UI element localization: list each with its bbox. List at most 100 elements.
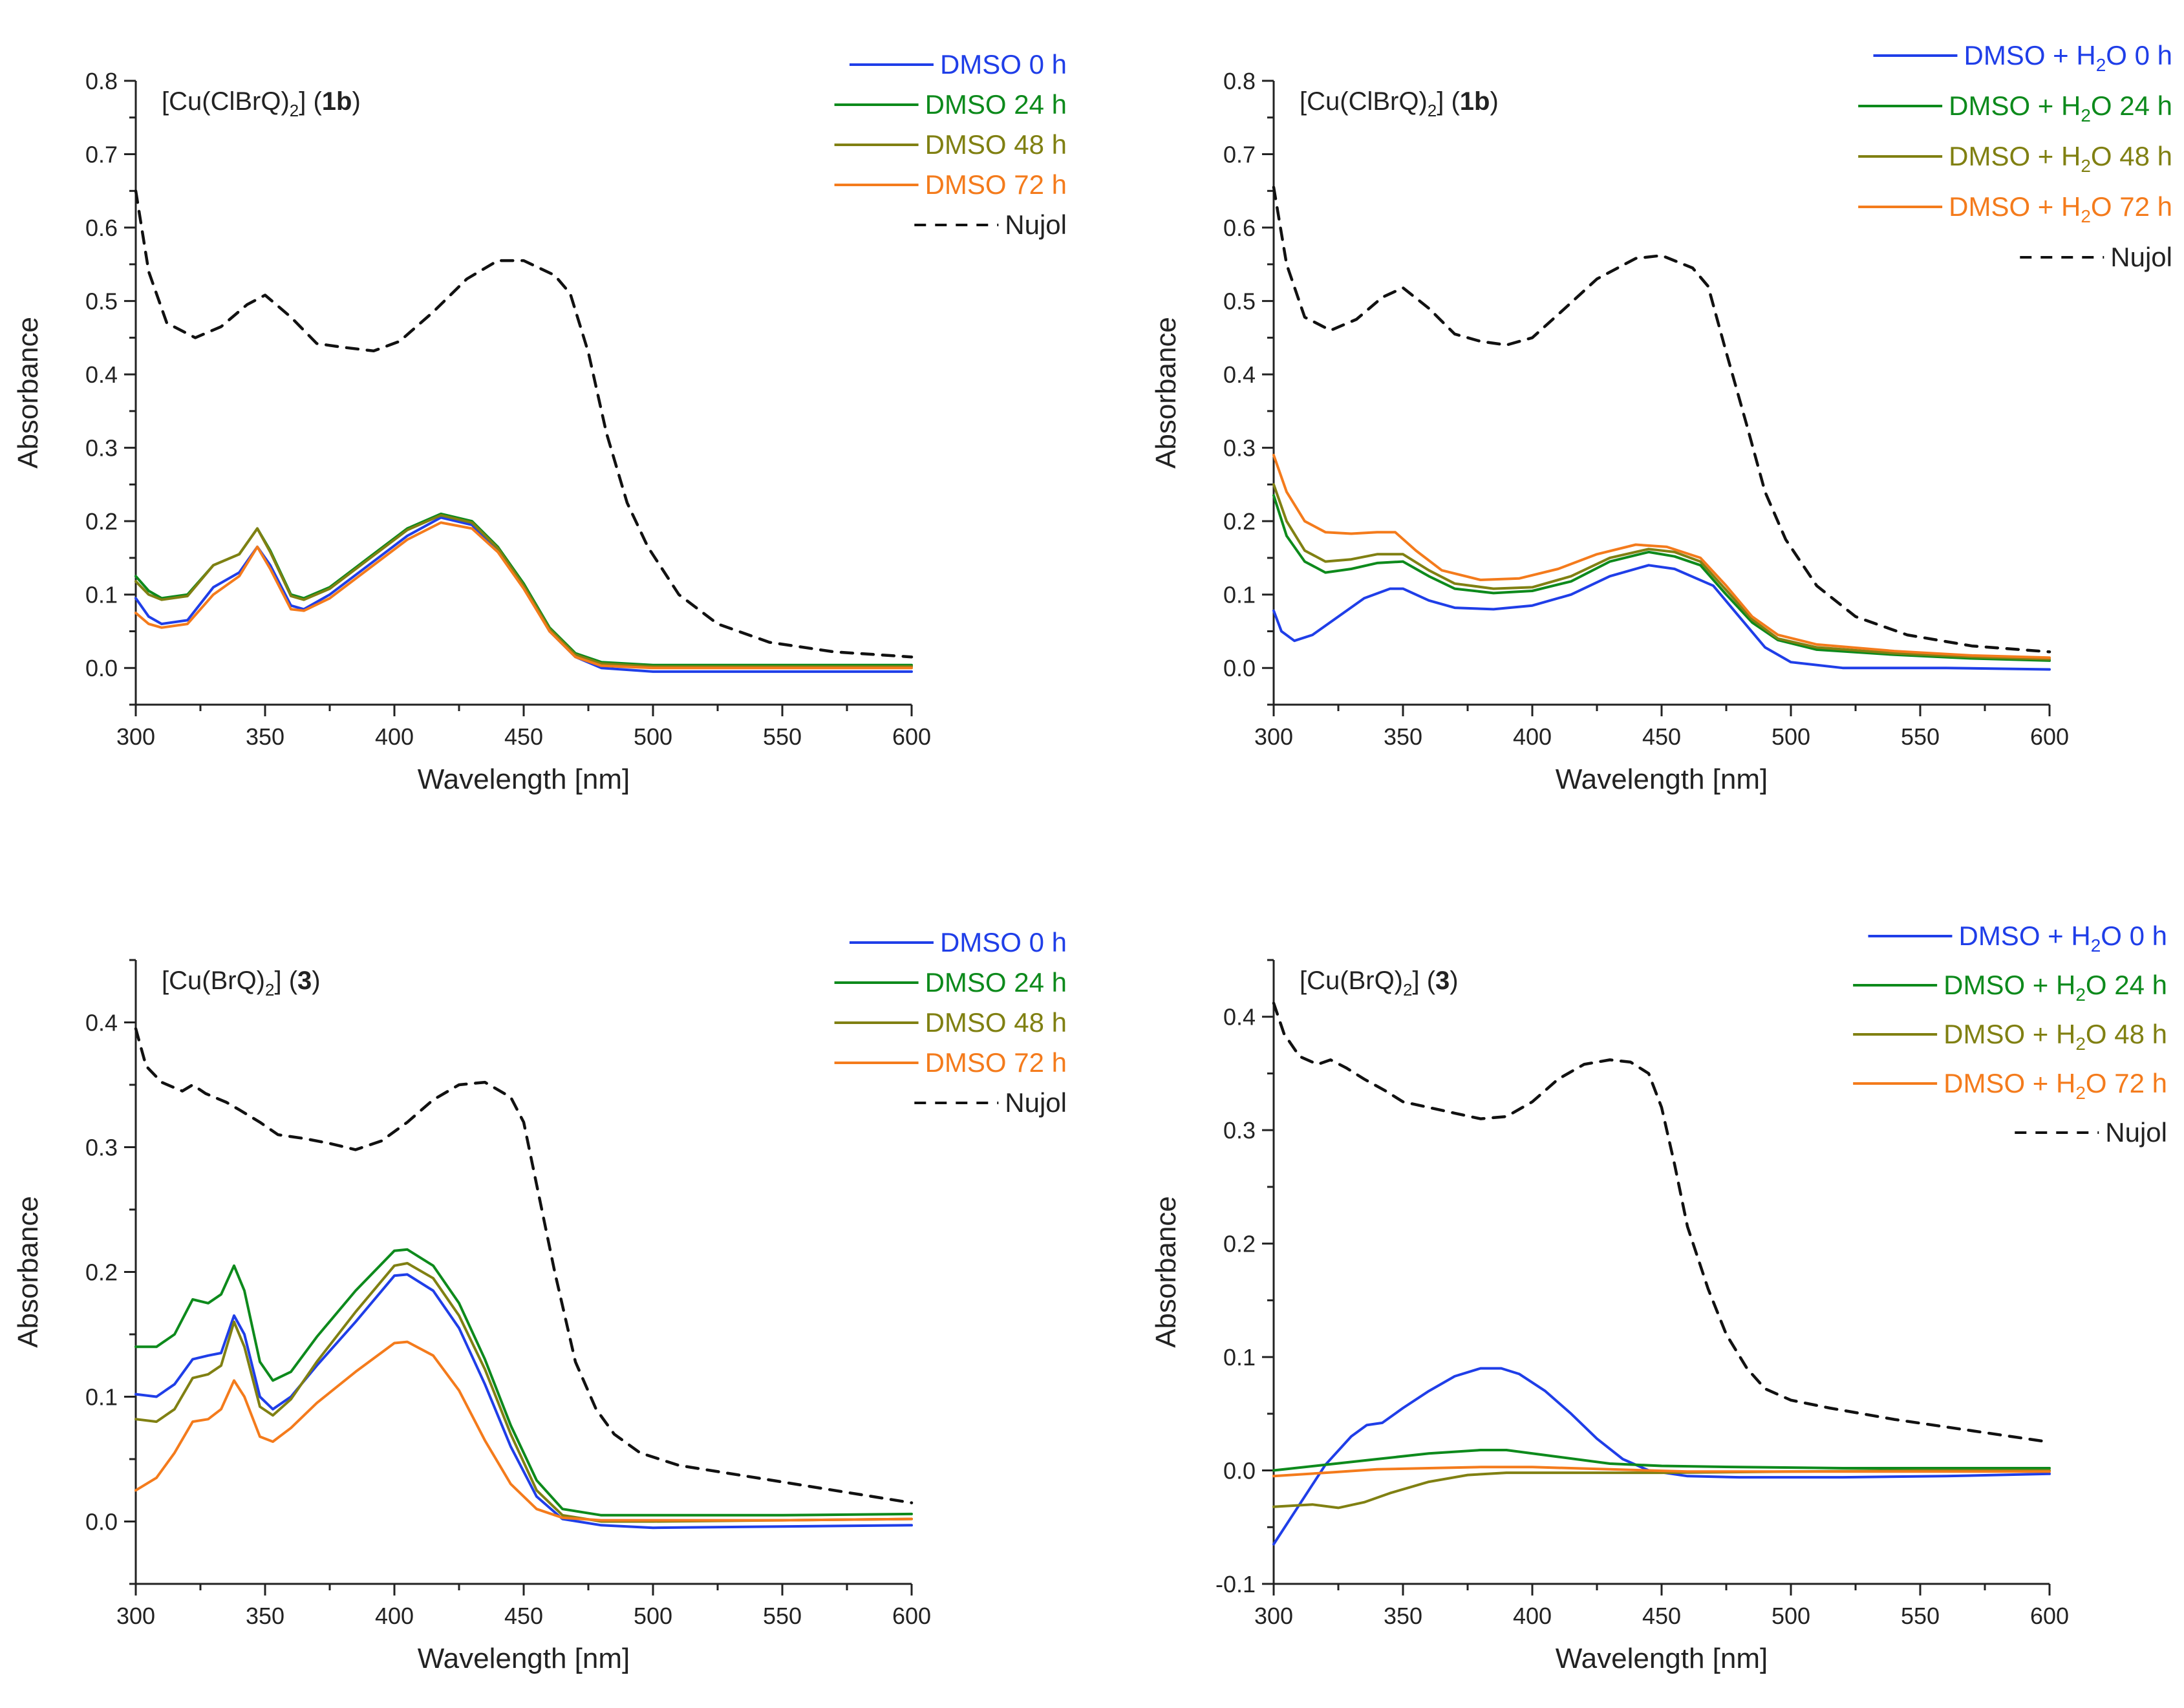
legend-label-part: 2 <box>2091 935 2101 955</box>
legend-label-part: DMSO + H <box>1964 40 2095 70</box>
y-axis-label: Absorbance <box>1150 317 1182 469</box>
legend-label: Nujol <box>2110 242 2172 272</box>
legend-label-part: DMSO 72 h <box>925 169 1067 200</box>
y-tick-label: 0.0 <box>1223 1458 1256 1484</box>
y-tick-label: 0.2 <box>85 508 118 535</box>
series-line-dmso-h2o-0-h <box>1272 564 2051 671</box>
y-tick-label: 0.1 <box>85 582 118 608</box>
legend-label: DMSO 0 h <box>940 927 1067 957</box>
title-part: 3 <box>297 966 312 995</box>
legend-label-part: DMSO + H <box>1943 970 2075 1000</box>
title-part: ) <box>1490 87 1498 116</box>
legend-label: Nujol <box>1005 1087 1067 1118</box>
y-tick-label: -0.1 <box>1215 1571 1256 1597</box>
legend-label-part: DMSO 48 h <box>925 129 1067 160</box>
legend-label-part: O 24 h <box>2086 970 2167 1000</box>
y-tick-label: 0.4 <box>1223 1004 1256 1030</box>
title-part: ] ( <box>274 966 297 995</box>
x-tick-label: 400 <box>1513 723 1552 750</box>
legend-label-part: DMSO + H <box>1949 91 2081 121</box>
x-tick-label: 550 <box>1901 723 1940 750</box>
legend-label-part: DMSO + H <box>1958 921 2090 951</box>
legend-label-part: DMSO 24 h <box>925 967 1067 998</box>
y-tick-label: 0.1 <box>85 1384 118 1411</box>
y-tick-label: 0.2 <box>1223 508 1256 535</box>
title-part: 2 <box>1403 980 1412 999</box>
panel-title: [Cu(ClBrQ)2] (1b) <box>162 87 361 120</box>
x-tick-label: 450 <box>1642 1603 1681 1629</box>
x-tick-label: 600 <box>892 1603 931 1629</box>
x-tick-label: 300 <box>1254 1603 1293 1629</box>
series-line-dmso-48-h <box>134 1262 913 1523</box>
legend-label-part: O 48 h <box>2086 1019 2167 1049</box>
y-axis-label: Absorbance <box>12 317 44 469</box>
series-line-dmso-h2o-72-h <box>1272 454 2051 659</box>
legend-label-part: O 48 h <box>2091 141 2172 171</box>
x-tick-label: 550 <box>1901 1603 1940 1629</box>
series-line-dmso-48-h <box>134 514 913 668</box>
title-part: ] ( <box>1437 87 1460 116</box>
x-tick-label: 400 <box>1513 1603 1552 1629</box>
series-line-dmso-h2o-72-h <box>1272 1466 2051 1478</box>
legend-label: DMSO 0 h <box>940 49 1067 80</box>
legend-label-part: O 72 h <box>2086 1068 2167 1098</box>
y-tick-label: 0.1 <box>1223 582 1256 608</box>
legend-label-part: DMSO + H <box>1943 1019 2075 1049</box>
legend-label: DMSO 48 h <box>925 129 1067 160</box>
x-tick-label: 450 <box>504 723 543 750</box>
y-tick-label: 0.8 <box>85 68 118 94</box>
series-line-dmso-0-h <box>134 516 913 673</box>
chart-panel-2: 300 350 400 450 500 550 600 0.0 0.1 0.2 0.3 0.4 0.5 0… <box>1150 40 2172 795</box>
y-tick-label: 0.3 <box>1223 1117 1256 1144</box>
legend-label: Nujol <box>1005 209 1067 240</box>
x-tick-label: 300 <box>116 1603 155 1629</box>
y-axis-label: Absorbance <box>12 1196 44 1348</box>
legend-label-part: DMSO 48 h <box>925 1007 1067 1038</box>
legend-label-part: DMSO + H <box>1949 191 2081 222</box>
x-tick-label: 350 <box>1384 1603 1422 1629</box>
x-axis-label: Wavelength [nm] <box>1556 763 1768 795</box>
series-line-dmso-72-h <box>134 521 913 670</box>
x-tick-label: 350 <box>246 723 284 750</box>
legend-label-part: 2 <box>2081 105 2091 125</box>
x-axis-label: Wavelength [nm] <box>418 1643 630 1674</box>
x-tick-label: 600 <box>2030 723 2069 750</box>
legend-label: DMSO + H2O 48 h <box>1949 141 2172 176</box>
legend-label-part: Nujol <box>1005 1087 1067 1118</box>
x-tick-label: 350 <box>246 1603 284 1629</box>
x-tick-label: 500 <box>1772 1603 1810 1629</box>
legend-label: DMSO + H2O 72 h <box>1949 191 2172 226</box>
legend-label: DMSO 24 h <box>925 967 1067 998</box>
chart-panel-4: 300 350 400 450 500 550 600 -0.1 0.0 0.1 0.2 0.3 0.4… <box>1150 921 2167 1674</box>
y-tick-label: 0.3 <box>85 435 118 462</box>
legend-label-part: 2 <box>2081 156 2091 176</box>
series-line-dmso-h2o-24-h <box>1272 1449 2051 1472</box>
title-part: ) <box>1450 966 1458 995</box>
y-tick-label: 0.7 <box>1223 142 1256 168</box>
y-tick-label: 0.1 <box>1223 1344 1256 1371</box>
x-tick-label: 500 <box>634 723 672 750</box>
title-part: ) <box>312 966 320 995</box>
legend-label-part: DMSO 0 h <box>940 927 1067 957</box>
y-tick-label: 0.6 <box>1223 215 1256 241</box>
panel-title: [Cu(BrQ)2] (3) <box>1300 966 1459 999</box>
legend-label-part: DMSO 0 h <box>940 49 1067 80</box>
x-tick-label: 400 <box>375 723 414 750</box>
legend-label-part: Nujol <box>2105 1117 2167 1148</box>
legend: DMSO 0 h DMSO 24 h DMSO 48 h DMSO 72 h Nujol <box>834 49 1067 240</box>
title-part: ] ( <box>1412 966 1435 995</box>
y-tick-label: 0.6 <box>85 215 118 241</box>
legend-label-part: Nujol <box>1005 209 1067 240</box>
legend-label: DMSO 72 h <box>925 169 1067 200</box>
x-tick-label: 300 <box>1254 723 1293 750</box>
title-part: 2 <box>290 101 299 120</box>
x-tick-label: 300 <box>116 723 155 750</box>
series-line-dmso-h2o-0-h <box>1272 1367 2051 1546</box>
legend-label: DMSO + H2O 0 h <box>1964 40 2172 75</box>
series-line-dmso-h2o-48-h <box>1272 483 2051 661</box>
legend-label-part: 2 <box>2081 206 2091 226</box>
panel-title: [Cu(BrQ)2] (3) <box>162 966 321 999</box>
x-tick-label: 500 <box>1772 723 1810 750</box>
